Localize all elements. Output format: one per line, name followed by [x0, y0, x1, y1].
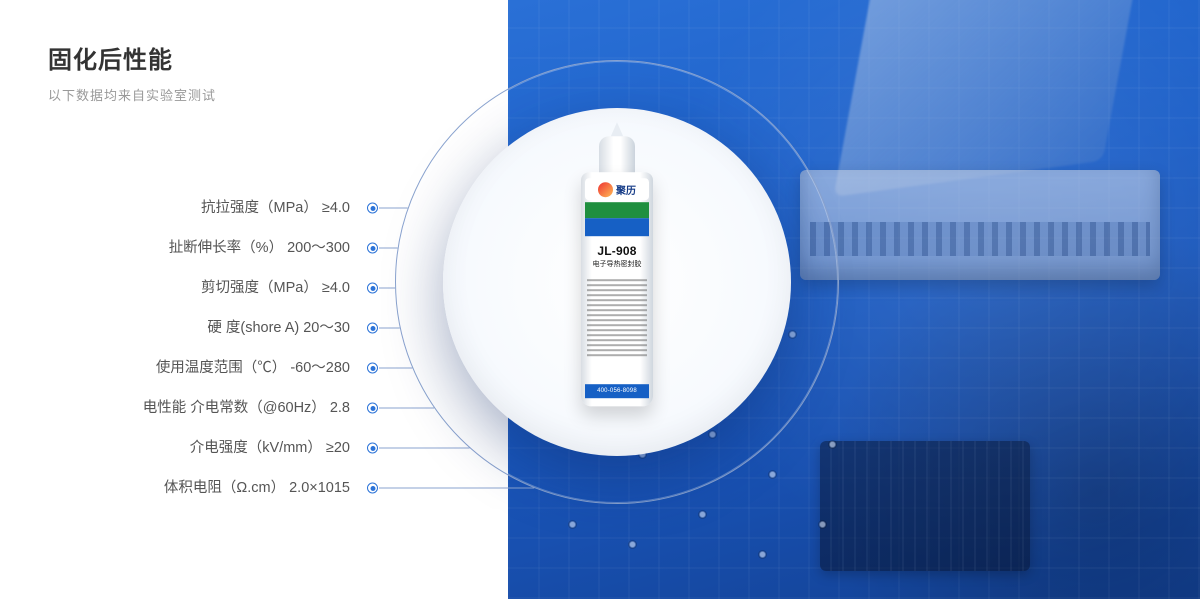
spec-text: 剪切强度（MPa） ≥4.0 — [201, 280, 350, 296]
label-phone: 400-056-8098 — [585, 384, 649, 398]
product-model: JL-908 — [585, 244, 649, 258]
tube-body: 聚历 JL-908 电子导热密封胶 400-056-8098 — [581, 172, 653, 406]
bg-connector — [800, 170, 1160, 280]
spec-text: 扯断伸长率（%） 200～300 — [169, 240, 350, 256]
label-fineprint — [585, 276, 649, 376]
heading-block: 固化后性能 以下数据均来自实验室测试 — [48, 40, 216, 104]
spec-text: 抗拉强度（MPa） ≥4.0 — [201, 200, 350, 216]
bg-chip — [820, 441, 1030, 571]
spec-item: 剪切强度（MPa） ≥4.0 — [48, 268, 378, 308]
bg-cable — [833, 0, 1146, 197]
spec-item: 抗拉强度（MPa） ≥4.0 — [48, 188, 378, 228]
product-tube: 聚历 JL-908 电子导热密封胶 400-056-8098 — [581, 136, 653, 406]
spec-dot-icon — [367, 243, 378, 254]
spec-text: 电性能 介电常数（@60Hz） 2.8 — [143, 400, 350, 416]
tube-cap — [599, 136, 635, 176]
brand-logo-icon — [598, 182, 613, 197]
spec-dot-icon — [367, 323, 378, 334]
label-blue-band — [585, 218, 649, 236]
product-desc: 电子导热密封胶 — [585, 259, 649, 269]
heading-subtitle: 以下数据均来自实验室测试 — [48, 85, 216, 104]
spec-item: 硬 度(shore A) 20～30 — [48, 308, 378, 348]
spec-text: 体积电阻（Ω.cm） 2.0×1015 — [164, 480, 350, 496]
spec-text: 硬 度(shore A) 20～30 — [207, 320, 350, 336]
label-model-block: JL-908 电子导热密封胶 — [585, 244, 649, 269]
heading-title: 固化后性能 — [48, 40, 216, 75]
spotlight-circle: 聚历 JL-908 电子导热密封胶 400-056-8098 — [395, 60, 839, 504]
spec-dot-icon — [367, 403, 378, 414]
spec-list: 抗拉强度（MPa） ≥4.0 扯断伸长率（%） 200～300 剪切强度（MPa） … — [48, 188, 378, 508]
spec-text: 介电强度（kV/mm） ≥20 — [190, 440, 350, 456]
brand-text: 聚历 — [616, 182, 636, 197]
spec-text: 使用温度范围（℃） -60～280 — [156, 360, 350, 376]
phone-text: 400-056-8098 — [597, 388, 637, 394]
label-green-band — [585, 202, 649, 218]
spec-item: 电性能 介电常数（@60Hz） 2.8 — [48, 388, 378, 428]
spec-item: 扯断伸长率（%） 200～300 — [48, 228, 378, 268]
spec-dot-icon — [367, 363, 378, 374]
label-brand-row: 聚历 — [585, 178, 649, 200]
spec-item: 介电强度（kV/mm） ≥20 — [48, 428, 378, 468]
spec-dot-icon — [367, 283, 378, 294]
spec-dot-icon — [367, 443, 378, 454]
spec-item: 使用温度范围（℃） -60～280 — [48, 348, 378, 388]
spec-dot-icon — [367, 483, 378, 494]
spec-dot-icon — [367, 203, 378, 214]
spec-item: 体积电阻（Ω.cm） 2.0×1015 — [48, 468, 378, 508]
